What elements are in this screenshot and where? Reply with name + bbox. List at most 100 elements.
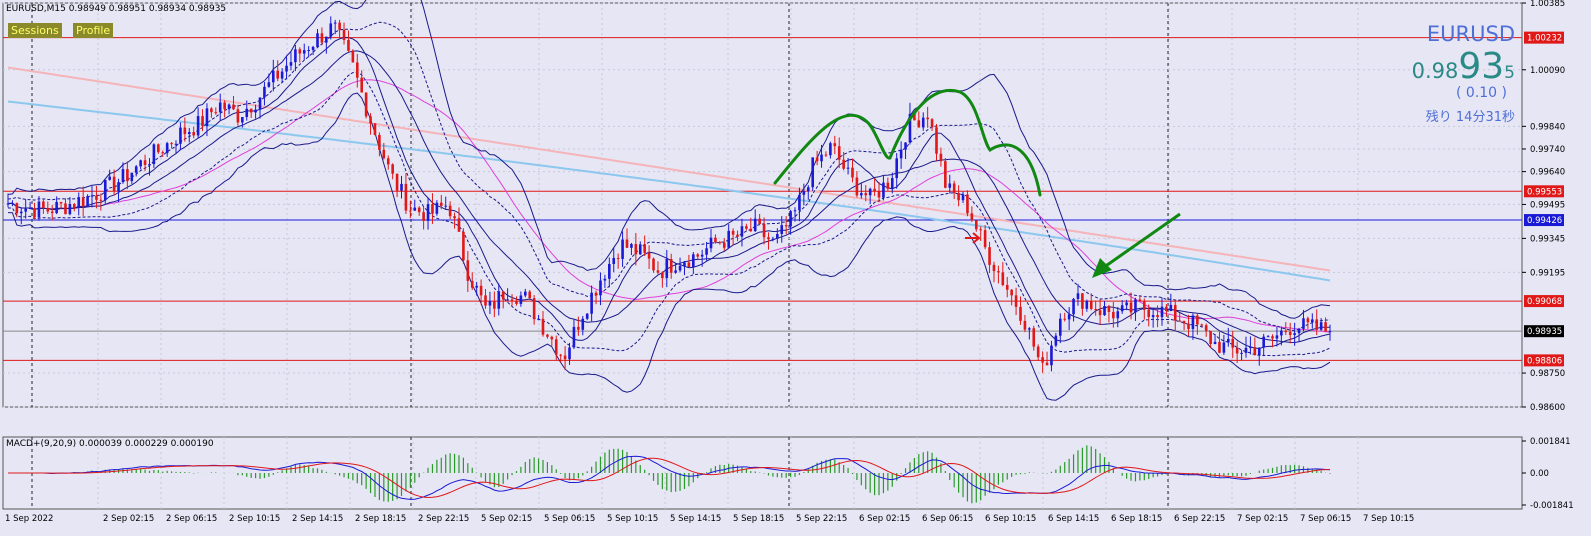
candle-body xyxy=(895,158,899,179)
candle-body xyxy=(687,262,691,268)
y-tick-label: 0.99345 xyxy=(1530,234,1565,244)
candle-body xyxy=(634,244,638,255)
candle-body xyxy=(974,220,978,230)
candle-body xyxy=(1293,333,1296,335)
main-pane-frame xyxy=(2,2,1523,408)
candle-body xyxy=(223,102,226,110)
candle-body xyxy=(112,176,116,192)
candle-body xyxy=(249,108,253,113)
candle-body xyxy=(174,143,178,145)
candle-body xyxy=(1103,305,1106,316)
candle-body xyxy=(541,318,545,335)
candle-body xyxy=(758,218,761,224)
candle-body xyxy=(762,223,766,238)
candle-body xyxy=(462,231,465,261)
candle-body xyxy=(944,161,947,188)
macd-label: MACD+(9,20,9) 0.000039 0.000229 0.000190 xyxy=(6,439,214,449)
candle-body xyxy=(369,116,372,124)
candle-body xyxy=(68,204,72,215)
candle-body xyxy=(6,203,10,205)
candle-body xyxy=(227,104,231,110)
candle-body xyxy=(302,50,306,54)
candle-body xyxy=(475,285,478,288)
x-tick-label: 5 Sep 14:15 xyxy=(670,514,721,524)
x-tick-label: 6 Sep 18:15 xyxy=(1111,514,1162,524)
candle-body xyxy=(1067,314,1071,320)
candle-body xyxy=(1107,305,1111,312)
candle-body xyxy=(139,160,142,167)
candle-body xyxy=(771,238,775,240)
candle-body xyxy=(789,211,792,227)
macd-y-tick-label: 0.001841 xyxy=(1530,437,1571,447)
candle-body xyxy=(815,157,819,162)
candle-body xyxy=(307,50,310,52)
candle-body xyxy=(1191,315,1195,329)
candle-body xyxy=(1182,320,1186,324)
candle-body xyxy=(913,113,916,121)
candle-body xyxy=(1054,335,1058,346)
candle-body xyxy=(24,208,27,212)
candle-body xyxy=(360,77,364,93)
sessions-button[interactable]: Sessions xyxy=(8,23,62,38)
price-level-label: 0.99426 xyxy=(1527,216,1562,226)
candle-body xyxy=(342,29,346,41)
candle-body xyxy=(749,228,753,232)
candle-body xyxy=(294,49,297,63)
candle-body xyxy=(426,204,430,221)
candle-body xyxy=(837,146,841,160)
candle-body xyxy=(46,207,50,212)
x-tick-label: 5 Sep 18:15 xyxy=(733,514,784,524)
candle-body xyxy=(621,239,624,259)
candle-body xyxy=(846,167,850,169)
price-level-label: 1.00232 xyxy=(1527,34,1562,44)
candle-body xyxy=(108,176,111,180)
candle-body xyxy=(665,259,669,279)
arrow-shaft xyxy=(1099,212,1181,272)
candle-body xyxy=(833,143,837,147)
candle-body xyxy=(745,226,748,229)
candle-body xyxy=(55,201,58,214)
candle-body xyxy=(241,117,244,123)
candle-body xyxy=(493,300,496,309)
candle-body xyxy=(435,202,439,214)
candle-body xyxy=(99,199,103,201)
candle-body xyxy=(1081,293,1084,309)
bid-big: 93 xyxy=(1458,46,1505,87)
candle-body xyxy=(608,263,611,279)
candle-body xyxy=(1328,331,1332,333)
candle-body xyxy=(612,257,616,264)
candle-body xyxy=(267,82,271,87)
candle-body xyxy=(373,123,377,135)
candle-body xyxy=(161,152,165,154)
candle-body xyxy=(1280,330,1283,336)
x-tick-label: 6 Sep 10:15 xyxy=(985,514,1036,524)
candle-body xyxy=(890,178,894,189)
candle-body xyxy=(1266,336,1270,338)
x-tick-label: 5 Sep 06:15 xyxy=(544,514,595,524)
candle-body xyxy=(386,158,390,165)
candle-body xyxy=(683,262,686,266)
candle-body xyxy=(73,204,76,208)
x-tick-label: 6 Sep 06:15 xyxy=(922,514,973,524)
candle-body xyxy=(378,134,381,150)
candle-body xyxy=(1129,302,1133,313)
candle-body xyxy=(431,204,434,214)
candle-body xyxy=(351,50,355,63)
candle-body xyxy=(196,116,200,136)
candle-body xyxy=(1151,315,1155,318)
candle-body xyxy=(1160,306,1164,318)
candle-body xyxy=(271,70,275,83)
candle-body xyxy=(448,205,452,217)
candle-body xyxy=(245,108,249,118)
candle-body xyxy=(961,194,965,201)
profile-button[interactable]: Profile xyxy=(73,23,114,38)
candle-body xyxy=(767,237,770,240)
candle-body xyxy=(780,225,784,235)
candle-body xyxy=(1302,318,1305,329)
candle-body xyxy=(236,109,240,123)
candle-body xyxy=(90,195,94,197)
candle-body xyxy=(935,127,938,154)
price-level-tag xyxy=(1524,214,1564,227)
candle-body xyxy=(656,270,660,273)
